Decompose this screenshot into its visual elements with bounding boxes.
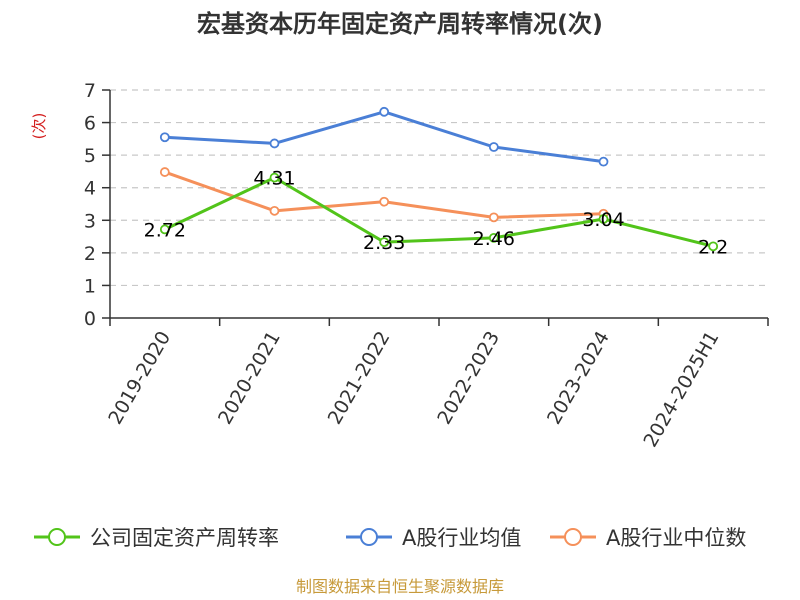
x-tick-label: 2022-2023 <box>433 328 504 429</box>
x-tick-labels: 2019-2020 2020-2021 2021-2022 2022-2023 2023… <box>104 328 723 452</box>
legend-label: A股行业均值 <box>402 526 521 550</box>
x-tick-label: 2021-2022 <box>324 328 395 429</box>
x-tick-label: 2024-2025H1 <box>639 328 723 452</box>
series-point <box>159 167 170 177</box>
series-point <box>488 212 499 223</box>
data-label: 3.04 <box>582 209 624 231</box>
series-point <box>379 106 390 117</box>
series-line <box>164 176 714 248</box>
y-tick-label: 0 <box>84 308 96 330</box>
footer-source: 制图数据来自恒生聚源数据库 <box>296 577 504 596</box>
legend-label: A股行业中位数 <box>606 526 746 550</box>
data-label: 4.31 <box>253 168 295 190</box>
series-point <box>269 205 280 216</box>
legend-marker <box>48 528 66 546</box>
legend-marker <box>564 528 582 546</box>
series-lines <box>159 106 719 252</box>
y-tick-label: 2 <box>84 243 96 265</box>
x-tick-label: 2019-2020 <box>104 328 175 429</box>
series-point <box>488 142 499 152</box>
axes <box>102 89 769 326</box>
y-tick-label: 5 <box>84 145 96 167</box>
series-point <box>598 156 609 167</box>
series-line <box>164 110 604 164</box>
data-label: 2.46 <box>473 228 515 250</box>
y-tick-labels: 0 1 2 3 4 5 6 7 <box>84 80 96 330</box>
y-axis-label: (次) <box>30 113 48 140</box>
series-point <box>159 132 170 143</box>
legend-label: 公司固定资产周转率 <box>90 526 279 550</box>
x-tick-label: 2023-2024 <box>543 328 614 429</box>
legend-marker <box>360 528 378 546</box>
series-line <box>164 170 604 219</box>
series-point <box>269 172 280 183</box>
series-point <box>159 224 170 235</box>
y-tick-label: 7 <box>84 80 96 102</box>
chart-title: 宏基资本历年固定资产周转率情况(次) <box>197 10 603 38</box>
series-point <box>379 196 390 207</box>
data-label: 2.33 <box>363 232 405 254</box>
series-point <box>269 138 280 149</box>
y-tick-label: 4 <box>84 178 96 200</box>
x-tick-label: 2020-2021 <box>214 328 285 429</box>
data-labels: 2.72 4.31 2.33 2.46 3.04 2.2 <box>144 168 729 259</box>
y-tick-label: 1 <box>84 275 96 297</box>
series-point <box>708 241 719 252</box>
series-point <box>598 214 609 224</box>
y-tick-label: 6 <box>84 113 96 135</box>
y-tick-label: 3 <box>84 210 96 232</box>
series-point <box>379 237 390 248</box>
data-label: 2.2 <box>698 236 728 258</box>
data-label: 2.72 <box>144 219 186 241</box>
series-point <box>488 232 499 243</box>
legend: 公司固定资产周转率 A股行业均值 A股行业中位数 <box>34 526 746 550</box>
